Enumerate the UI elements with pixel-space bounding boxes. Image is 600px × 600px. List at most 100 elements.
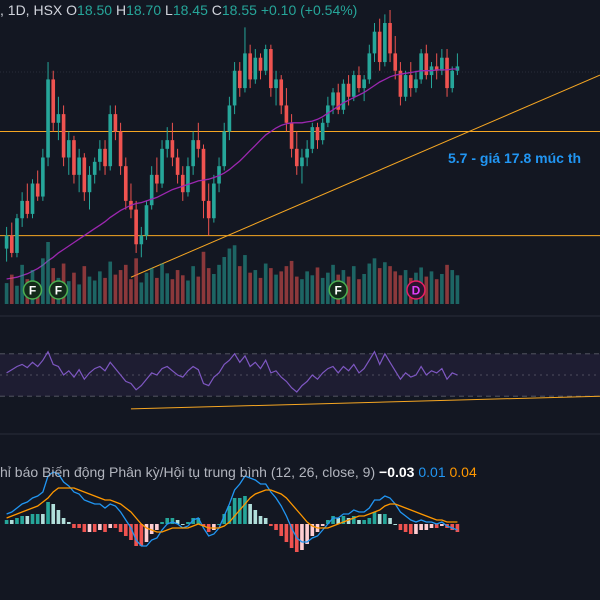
macd-histogram-bar bbox=[372, 512, 377, 524]
macd-histogram-bar bbox=[118, 524, 123, 532]
candle bbox=[393, 36, 398, 80]
volume-bar bbox=[398, 275, 403, 304]
volume-bar bbox=[237, 266, 242, 304]
candle-body bbox=[289, 122, 294, 149]
candle-body bbox=[315, 127, 320, 141]
macd-histogram-bar bbox=[377, 514, 382, 524]
volume-bar bbox=[445, 264, 449, 304]
candle bbox=[165, 127, 170, 158]
macd-histogram-bar bbox=[123, 524, 128, 536]
volume-bar bbox=[98, 271, 102, 304]
candle-body bbox=[25, 200, 30, 214]
macd-histogram-bar bbox=[92, 524, 97, 532]
candle bbox=[123, 157, 128, 210]
candle-body bbox=[243, 53, 247, 89]
candle bbox=[15, 213, 19, 258]
macd-histogram-bar bbox=[212, 524, 216, 530]
macd-histogram-bar bbox=[248, 504, 252, 524]
macd-pane[interactable] bbox=[4, 471, 460, 552]
candle-body bbox=[87, 174, 92, 193]
candle bbox=[326, 96, 330, 128]
volume-bar bbox=[388, 266, 392, 304]
candle-body bbox=[77, 157, 81, 175]
rsi-pane[interactable] bbox=[0, 350, 600, 410]
macd-histogram-bar bbox=[243, 496, 247, 524]
volume-bar bbox=[222, 257, 227, 304]
macd-value: −0.03 bbox=[379, 464, 415, 480]
macd-histogram-bar bbox=[232, 498, 237, 524]
candle-body bbox=[440, 57, 444, 71]
candle-body bbox=[9, 235, 14, 253]
macd-histogram-bar bbox=[175, 520, 180, 524]
macd-histogram-bar bbox=[269, 524, 273, 526]
volume-bar bbox=[9, 274, 14, 304]
macd-histogram-bar bbox=[351, 516, 356, 524]
candle-body bbox=[144, 205, 149, 236]
candle bbox=[455, 53, 460, 76]
candle-body bbox=[227, 105, 232, 132]
candle bbox=[377, 18, 382, 71]
candle-body bbox=[279, 79, 284, 106]
macd-histogram-bar bbox=[408, 524, 413, 534]
candle bbox=[134, 200, 138, 253]
volume-bar bbox=[263, 263, 268, 304]
volume-bar bbox=[393, 271, 398, 304]
candle-body bbox=[398, 70, 403, 97]
candle bbox=[450, 66, 455, 93]
candle bbox=[263, 44, 268, 76]
close-label: C bbox=[211, 2, 222, 18]
candle bbox=[367, 44, 372, 84]
macd-histogram-bar bbox=[263, 518, 268, 524]
macd-histogram-bar bbox=[341, 516, 346, 524]
macd-histogram-bar bbox=[201, 524, 206, 526]
candle bbox=[160, 140, 164, 188]
candle-body bbox=[408, 75, 413, 89]
volume-bar bbox=[455, 275, 460, 304]
change-value: +0.10 (+0.54%) bbox=[260, 2, 358, 18]
candle bbox=[222, 122, 227, 171]
candle bbox=[440, 49, 444, 76]
candle bbox=[82, 153, 87, 201]
candle-body bbox=[263, 49, 268, 71]
macd-histogram-bar bbox=[222, 514, 227, 524]
candle-body bbox=[351, 75, 356, 97]
volume-bar bbox=[15, 285, 19, 304]
candle-body bbox=[56, 114, 61, 123]
candle bbox=[87, 166, 92, 210]
volume-bar bbox=[351, 266, 356, 304]
macd-histogram-bar bbox=[284, 524, 289, 542]
candle bbox=[56, 96, 61, 141]
volume-bar bbox=[123, 264, 128, 304]
candle bbox=[408, 62, 413, 97]
macd-histogram-bar bbox=[320, 524, 325, 526]
candle bbox=[118, 122, 123, 175]
candle bbox=[217, 157, 221, 193]
candle-body bbox=[113, 114, 118, 132]
volume-bar bbox=[113, 274, 118, 304]
price-pane[interactable] bbox=[0, 10, 600, 280]
volume-bar bbox=[403, 270, 408, 304]
candle-body bbox=[103, 148, 107, 167]
candle bbox=[305, 140, 309, 167]
volume-bar bbox=[170, 279, 175, 304]
candle bbox=[289, 114, 294, 158]
candle-body bbox=[419, 53, 423, 80]
candle bbox=[351, 70, 356, 102]
open-label: O bbox=[66, 2, 78, 18]
candle bbox=[113, 105, 118, 141]
candle bbox=[175, 148, 180, 184]
candle-body bbox=[274, 79, 278, 89]
macd-histogram-bar bbox=[196, 518, 201, 524]
candle-body bbox=[46, 79, 50, 158]
low-label: L bbox=[165, 2, 173, 18]
volume-bar bbox=[108, 261, 113, 304]
candle bbox=[237, 62, 242, 97]
candle bbox=[149, 166, 154, 210]
candle bbox=[206, 183, 211, 236]
candle-body bbox=[434, 66, 439, 71]
macd-histogram-bar bbox=[310, 524, 315, 536]
macd-histogram-bar bbox=[41, 514, 45, 524]
macd-histogram-bar bbox=[357, 520, 361, 524]
macd-histogram-bar bbox=[253, 510, 258, 524]
